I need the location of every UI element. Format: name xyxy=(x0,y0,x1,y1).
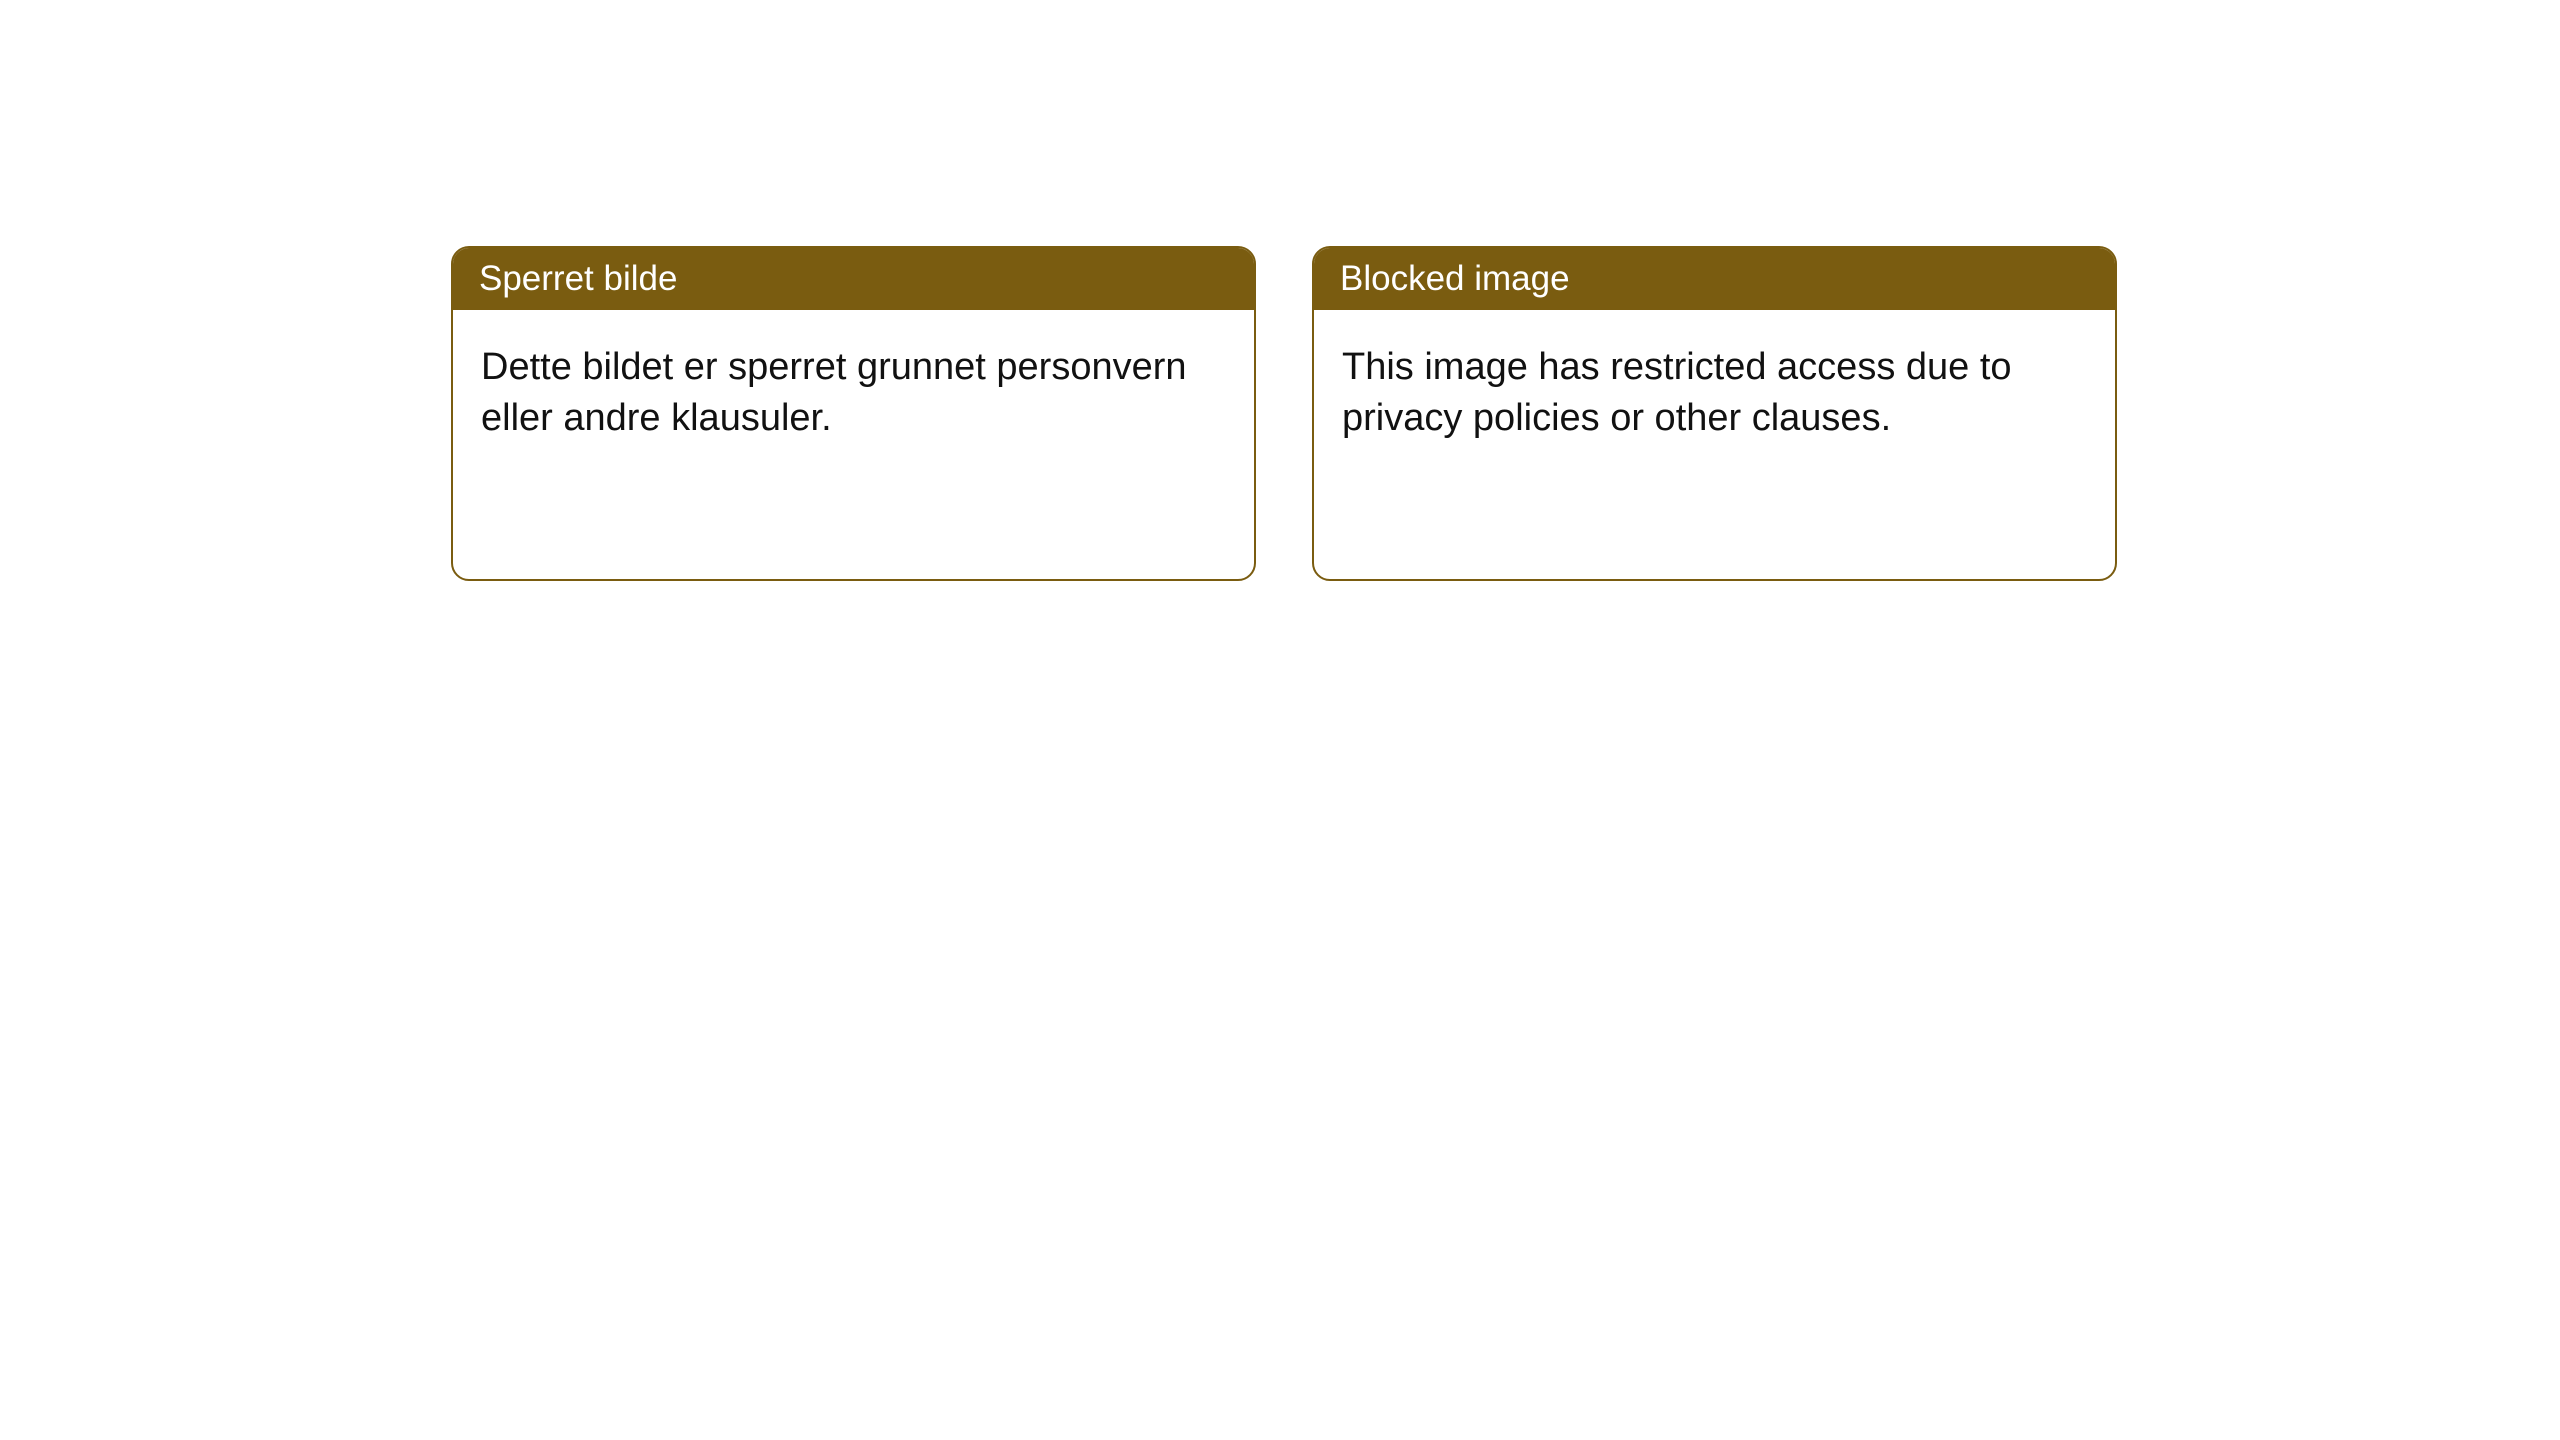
notice-body: This image has restricted access due to … xyxy=(1314,310,2115,477)
notice-header: Blocked image xyxy=(1314,248,2115,310)
notice-container: Sperret bilde Dette bildet er sperret gr… xyxy=(0,0,2560,581)
notice-body: Dette bildet er sperret grunnet personve… xyxy=(453,310,1254,477)
notice-card-english: Blocked image This image has restricted … xyxy=(1312,246,2117,581)
notice-card-norwegian: Sperret bilde Dette bildet er sperret gr… xyxy=(451,246,1256,581)
notice-header: Sperret bilde xyxy=(453,248,1254,310)
